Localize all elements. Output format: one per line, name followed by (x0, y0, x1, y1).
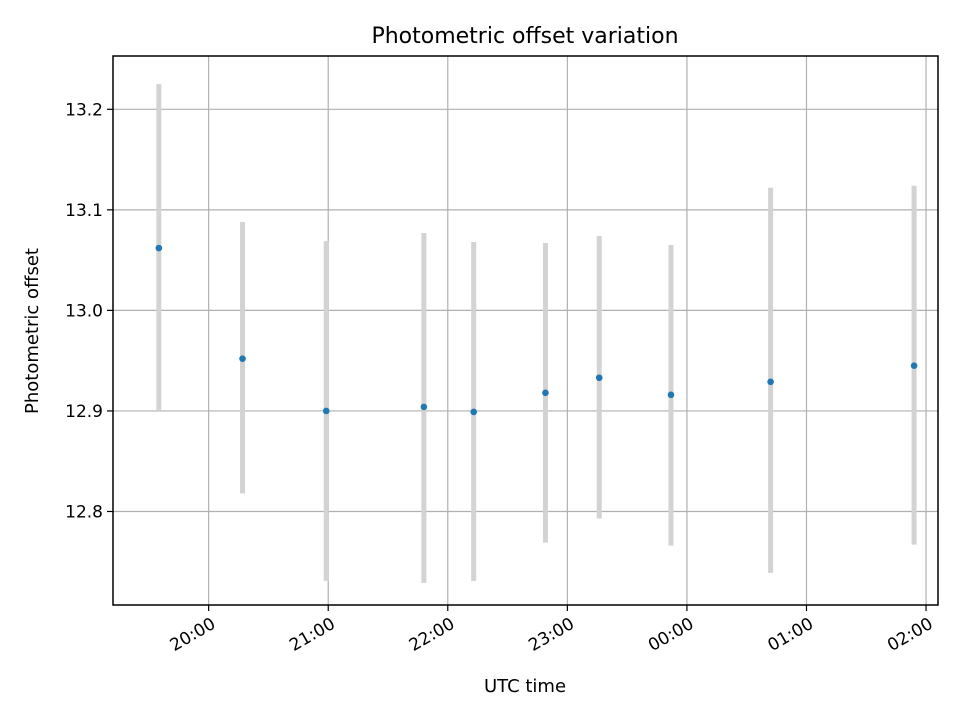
x-axis-label: UTC time (484, 676, 566, 697)
axis-ticks: 12.8 12.9 13.0 13.1 13.2 20:00 21:00 22:00 23:00… (65, 100, 936, 656)
data-points (155, 244, 918, 416)
data-point (239, 355, 246, 362)
x-tick-label: 01:00 (765, 614, 817, 656)
data-point (767, 378, 774, 386)
data-point (595, 374, 603, 382)
x-tick-label: 02:00 (884, 614, 936, 656)
y-tick-label: 12.8 (65, 502, 103, 522)
x-tick-label: 22:00 (406, 614, 458, 656)
data-point (910, 362, 918, 369)
x-tick-label: 00:00 (645, 614, 697, 656)
y-tick-label: 13.0 (65, 301, 103, 321)
chart-title: Photometric offset variation (371, 24, 678, 49)
error-bars (156, 84, 917, 583)
data-point (420, 403, 428, 411)
y-tick-label: 13.1 (65, 201, 103, 221)
data-point (667, 391, 675, 399)
y-tick-label: 13.2 (65, 100, 103, 120)
y-tick-label: 12.9 (65, 402, 103, 422)
x-tick-label: 20:00 (167, 614, 219, 656)
x-tick-label: 21:00 (286, 614, 338, 656)
plot-frame (112, 55, 939, 606)
data-point (322, 407, 330, 415)
data-point (470, 408, 477, 416)
grid (113, 56, 938, 605)
y-axis-label: Photometric offset (22, 248, 43, 414)
data-point (155, 244, 163, 252)
data-point (542, 389, 549, 397)
x-tick-label: 23:00 (525, 614, 577, 656)
